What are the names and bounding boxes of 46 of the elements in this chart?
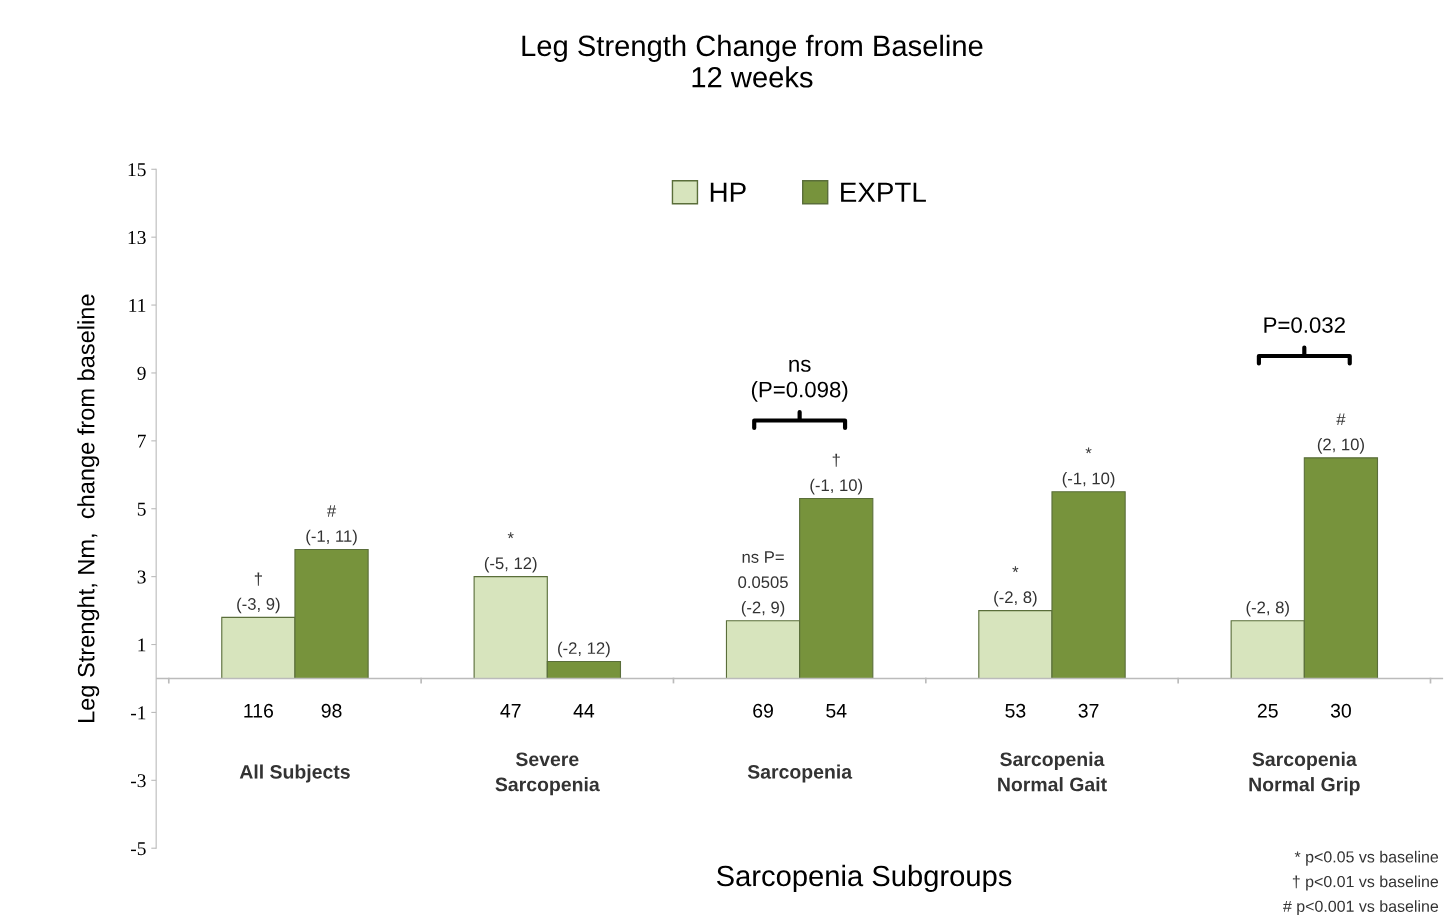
annotation: 25 xyxy=(1257,703,1278,718)
legend-label: HP xyxy=(710,182,746,202)
x-tick-label: Sarcopenia Normal Grip xyxy=(1249,751,1360,796)
data-label: * (-1, 10) xyxy=(1062,447,1115,488)
y-tick-label: 1 xyxy=(138,638,146,652)
text: # p<0.001 vs baseline xyxy=(1283,900,1439,915)
data-label: ns P= 0.0505 (-2, 9) xyxy=(738,551,788,617)
x-tick-label: Sarcopenia Normal Gait xyxy=(998,751,1107,792)
y-tick-label: 7 xyxy=(138,434,146,448)
data-label: # (-1, 11) xyxy=(306,505,357,546)
annotation: 47 xyxy=(500,704,521,718)
chart-title: Leg Strength Change from Baseline 12 weeks xyxy=(522,34,983,88)
annotation: ns (P=0.098) xyxy=(751,359,848,402)
x-tick-label: Severe Sarcopenia xyxy=(495,752,600,796)
text: † p<0.01 vs baseline xyxy=(1292,875,1439,891)
annotation: P=0.032 xyxy=(1264,317,1345,333)
data-label: † (-1, 10) xyxy=(810,453,863,495)
annotation: 37 xyxy=(1078,703,1099,718)
x-tick-label: All Subjects xyxy=(239,764,350,783)
annotation: 69 xyxy=(753,703,773,718)
x-axis-title: Sarcopenia Subgroups xyxy=(716,864,1012,893)
data-label: † (-3, 9) xyxy=(237,572,280,614)
annotation: 53 xyxy=(1005,703,1026,718)
data-label: * (-2, 8) xyxy=(994,566,1037,607)
text: * p<0.05 vs baseline xyxy=(1294,850,1439,866)
annotation: 44 xyxy=(573,704,595,718)
y-tick-label: -3 xyxy=(130,774,146,788)
annotation: 30 xyxy=(1330,703,1351,718)
data-label: * (-5, 12) xyxy=(484,532,537,573)
annotation: 116 xyxy=(244,703,274,718)
y-tick-label: 5 xyxy=(137,502,146,516)
legend-label: EXPTL xyxy=(841,182,926,202)
y-tick-label: 11 xyxy=(129,298,146,312)
data-label: (-2, 12) xyxy=(558,641,610,658)
data-label: (-2, 8) xyxy=(1246,601,1289,617)
y-tick-label: -1 xyxy=(130,706,146,720)
y-tick-label: 13 xyxy=(128,231,146,245)
annotation: 98 xyxy=(321,703,342,718)
y-tick-label: 3 xyxy=(137,570,146,584)
y-tick-label: 9 xyxy=(137,366,146,380)
x-tick-label: Sarcopenia xyxy=(747,764,853,783)
annotation: 54 xyxy=(826,704,847,718)
y-tick-label: 15 xyxy=(128,163,146,177)
data-label: # (2, 10) xyxy=(1317,413,1364,454)
y-axis-title: Leg Strenght, Nm, change from baseline xyxy=(77,294,100,723)
y-tick-label: -5 xyxy=(130,842,146,856)
